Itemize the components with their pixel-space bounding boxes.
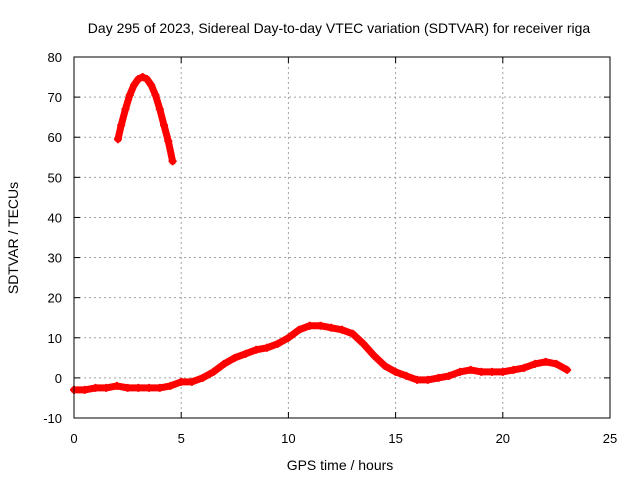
- data-point: [168, 157, 177, 166]
- data-point: [284, 333, 293, 342]
- y-tick-label: 70: [48, 90, 62, 105]
- data-point: [121, 105, 130, 114]
- data-point: [391, 367, 400, 376]
- data-point: [130, 81, 139, 90]
- data-point: [370, 351, 379, 360]
- data-point: [348, 329, 357, 338]
- data-point: [160, 121, 169, 130]
- data-point: [316, 321, 325, 330]
- x-tick-label: 0: [70, 431, 77, 446]
- data-point: [220, 359, 229, 368]
- data-point: [273, 339, 282, 348]
- data-point: [230, 353, 239, 362]
- data-point: [151, 91, 160, 100]
- data-point: [147, 81, 156, 90]
- data-point: [552, 359, 561, 368]
- y-tick-label: 30: [48, 251, 62, 266]
- data-point: [145, 383, 154, 392]
- data-point: [488, 367, 497, 376]
- data-point: [498, 367, 507, 376]
- y-tick-label: 80: [48, 50, 62, 65]
- y-axis-label: SDTVAR / TECUs: [5, 182, 21, 294]
- series-arc-2-line: [70, 322, 571, 394]
- data-point: [177, 377, 186, 386]
- y-tick-label: 20: [48, 291, 62, 306]
- data-point: [117, 121, 126, 130]
- data-point: [138, 73, 147, 82]
- data-point: [187, 377, 196, 386]
- data-point: [520, 363, 529, 372]
- data-point: [305, 321, 314, 330]
- y-tick-label: 10: [48, 331, 62, 346]
- plot-frame: [73, 56, 611, 419]
- data-point: [338, 325, 346, 334]
- data-point: [252, 345, 261, 354]
- chart-title: Day 295 of 2023, Sidereal Day-to-day VTE…: [88, 20, 591, 36]
- data-point: [209, 367, 218, 376]
- y-tick-label: 60: [48, 130, 62, 145]
- y-tick-label: 40: [48, 210, 62, 225]
- data-point: [402, 371, 411, 380]
- data-point: [241, 349, 250, 358]
- data-point: [327, 323, 336, 332]
- x-tick-label: 5: [178, 431, 185, 446]
- data-point: [134, 75, 143, 84]
- data-point: [509, 365, 518, 374]
- x-tick-label: 10: [281, 431, 295, 446]
- y-tick-label: 0: [55, 371, 62, 386]
- data-point: [359, 339, 368, 348]
- data-point: [380, 361, 389, 370]
- grid: [74, 57, 610, 418]
- data-point: [423, 375, 432, 384]
- data-point: [142, 75, 151, 84]
- data-point: [295, 325, 304, 334]
- x-axis-label: GPS time / hours: [287, 457, 394, 473]
- data-point: [434, 373, 443, 382]
- data-point: [80, 385, 89, 394]
- data-point: [102, 383, 111, 392]
- data-point: [455, 367, 464, 376]
- x-tick-label: 20: [496, 431, 510, 446]
- data-point: [541, 357, 550, 366]
- data-point: [530, 359, 539, 368]
- data-point: [477, 367, 486, 376]
- ticks: 0 5 10 15 20 25 -10 0 10 20 30 40 50 60 70 80: [43, 50, 617, 446]
- data-point: [563, 365, 572, 374]
- data-point: [262, 343, 271, 352]
- data-point: [134, 383, 143, 392]
- series-arc-1-line: [114, 73, 177, 165]
- data-point: [125, 91, 134, 100]
- data-point: [113, 135, 122, 144]
- data-point: [164, 137, 173, 146]
- data-point: [413, 375, 422, 384]
- y-tick-label: -10: [43, 411, 62, 426]
- data-point: [466, 365, 475, 374]
- data-point: [112, 381, 121, 390]
- data-point: [166, 381, 175, 390]
- data-point: [123, 383, 132, 392]
- x-tick-label: 15: [388, 431, 402, 446]
- data-point: [445, 371, 454, 380]
- x-tick-label: 25: [603, 431, 617, 446]
- data-point: [155, 383, 164, 392]
- data-point: [155, 105, 164, 114]
- data-point: [198, 373, 207, 382]
- y-tick-label: 50: [48, 170, 62, 185]
- data-point: [91, 383, 100, 392]
- series-layer: [70, 73, 572, 394]
